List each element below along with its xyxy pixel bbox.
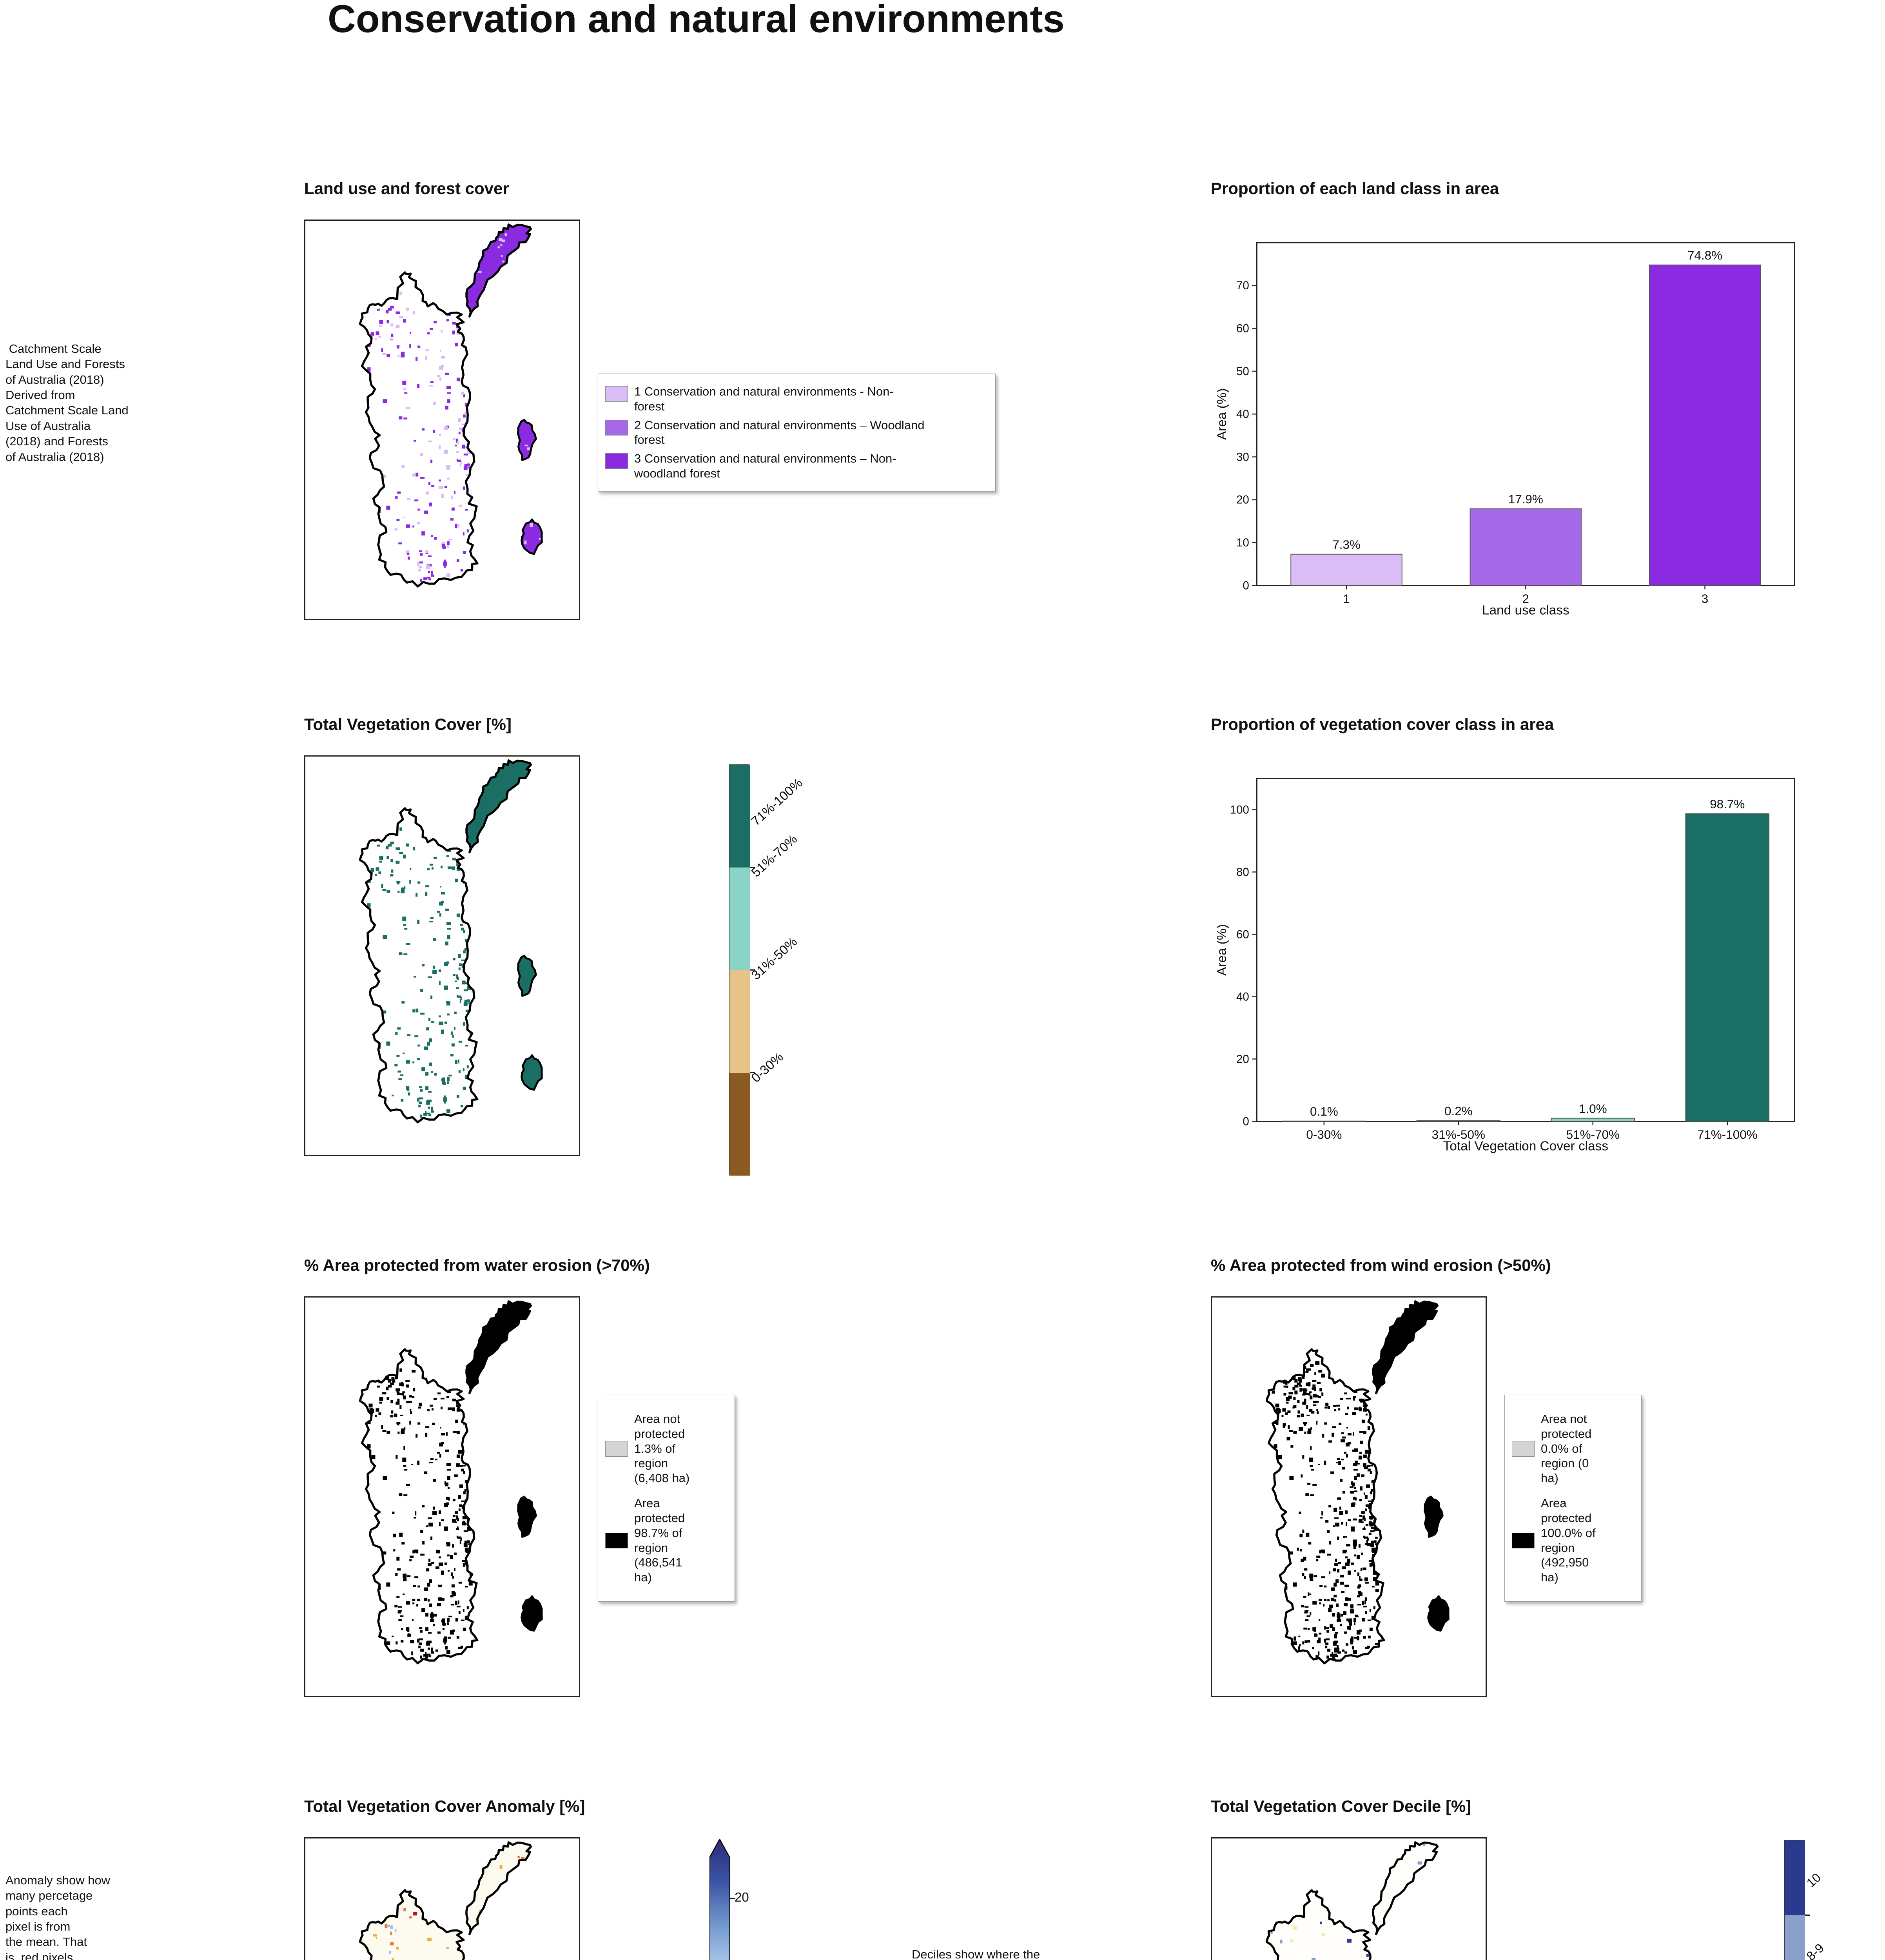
svg-text:1.0%: 1.0% (1579, 1102, 1607, 1116)
svg-text:0: 0 (1243, 579, 1249, 592)
svg-text:74.8%: 74.8% (1687, 249, 1722, 262)
svg-text:7.3%: 7.3% (1332, 538, 1361, 552)
svg-text:Total Vegetation Cover class: Total Vegetation Cover class (1443, 1139, 1609, 1153)
svg-text:40: 40 (1236, 990, 1249, 1003)
svg-text:60: 60 (1236, 322, 1249, 335)
svg-text:50: 50 (1236, 365, 1249, 378)
svg-text:70: 70 (1236, 279, 1249, 292)
svg-text:17.9%: 17.9% (1508, 492, 1543, 506)
svg-text:20: 20 (1236, 1053, 1249, 1065)
svg-text:20: 20 (1236, 494, 1249, 506)
svg-text:Land use class: Land use class (1482, 603, 1569, 617)
svg-text:98.7%: 98.7% (1710, 797, 1745, 811)
svg-text:0.2%: 0.2% (1444, 1104, 1473, 1118)
svg-text:0.1%: 0.1% (1310, 1105, 1338, 1118)
svg-text:40: 40 (1236, 408, 1249, 421)
svg-text:3: 3 (1702, 592, 1708, 606)
svg-text:Area (%): Area (%) (1215, 388, 1229, 440)
svg-text:30: 30 (1236, 450, 1249, 463)
svg-text:100: 100 (1230, 803, 1249, 816)
svg-text:60: 60 (1236, 928, 1249, 941)
svg-text:1: 1 (1343, 592, 1350, 606)
svg-text:71%-100%: 71%-100% (1697, 1128, 1758, 1142)
svg-text:0: 0 (1243, 1115, 1249, 1128)
svg-text:0-30%: 0-30% (1306, 1128, 1342, 1142)
svg-text:Area (%): Area (%) (1215, 924, 1229, 976)
svg-text:10: 10 (1236, 536, 1249, 549)
svg-text:80: 80 (1236, 866, 1249, 878)
